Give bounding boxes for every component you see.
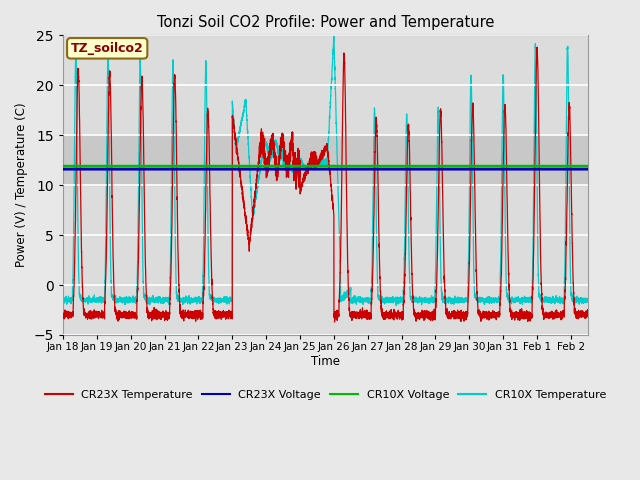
CR23X Temperature <box>184 314 191 320</box>
CR10X Temperature <box>184 296 191 302</box>
CR23X Temperature <box>59 310 67 316</box>
Text: TZ_soilco2: TZ_soilco2 <box>71 42 143 55</box>
CR10X Temperature <box>181 297 189 303</box>
CR23X Voltage <box>584 166 592 172</box>
Line: CR23X Temperature: CR23X Temperature <box>63 47 588 322</box>
CR23X Temperature <box>580 312 588 318</box>
X-axis label: Time: Time <box>311 355 340 368</box>
CR10X Voltage <box>580 163 588 169</box>
CR10X Voltage <box>181 163 189 169</box>
CR10X Voltage <box>184 163 191 169</box>
Legend: CR23X Temperature, CR23X Voltage, CR10X Voltage, CR10X Temperature: CR23X Temperature, CR23X Voltage, CR10X … <box>40 385 611 404</box>
CR23X Voltage <box>294 166 302 172</box>
CR23X Temperature <box>331 319 339 325</box>
CR10X Voltage <box>186 163 194 169</box>
CR23X Voltage <box>181 166 189 172</box>
CR10X Temperature <box>392 302 400 308</box>
CR10X Voltage <box>257 163 265 169</box>
Line: CR10X Temperature: CR10X Temperature <box>63 36 588 305</box>
CR23X Temperature <box>257 138 265 144</box>
CR23X Temperature <box>186 312 194 318</box>
CR23X Temperature <box>584 313 592 319</box>
CR23X Voltage <box>580 166 588 172</box>
Y-axis label: Power (V) / Temperature (C): Power (V) / Temperature (C) <box>15 103 28 267</box>
CR23X Temperature <box>181 314 189 320</box>
CR23X Voltage <box>186 166 194 172</box>
Title: Tonzi Soil CO2 Profile: Power and Temperature: Tonzi Soil CO2 Profile: Power and Temper… <box>157 15 494 30</box>
CR10X Temperature <box>330 33 338 38</box>
CR23X Voltage <box>184 166 191 172</box>
CR23X Voltage <box>59 166 67 172</box>
CR10X Voltage <box>584 163 592 169</box>
CR23X Voltage <box>257 166 265 172</box>
CR10X Temperature <box>584 297 592 303</box>
CR10X Temperature <box>580 299 588 305</box>
CR10X Temperature <box>59 300 67 305</box>
CR10X Temperature <box>294 159 302 165</box>
CR23X Temperature <box>294 166 302 171</box>
CR10X Temperature <box>186 298 194 304</box>
CR10X Temperature <box>257 160 265 166</box>
CR23X Temperature <box>533 44 541 50</box>
CR10X Voltage <box>59 163 67 169</box>
Bar <box>63 135 588 185</box>
CR10X Voltage <box>294 163 302 169</box>
